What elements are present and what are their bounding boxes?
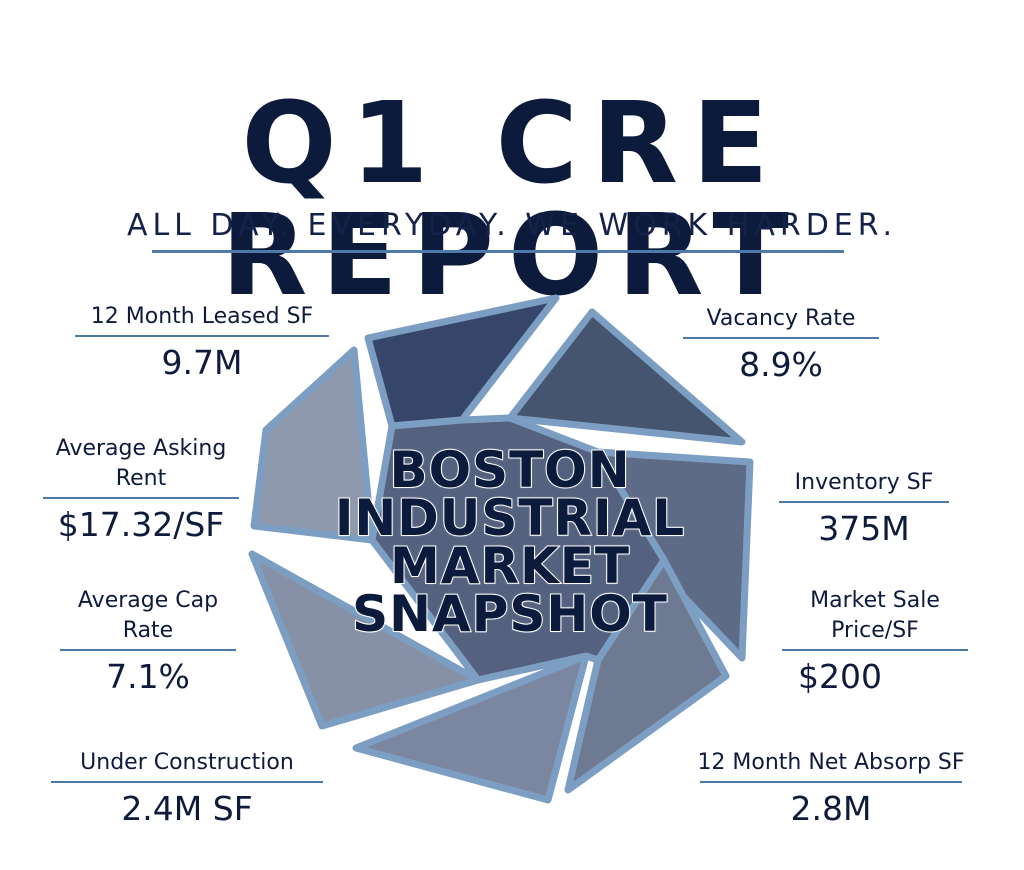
stat-value: 7.1%	[106, 657, 190, 696]
stat-label: Rate	[122, 618, 174, 643]
aperture-blade	[250, 346, 376, 544]
stat-value: 9.7M	[161, 343, 243, 382]
tagline: ALL DAY. EVERYDAY. WE WORK HARDER.	[126, 208, 898, 243]
stat-label: Vacancy Rate	[706, 306, 856, 331]
stat-underline	[700, 781, 962, 783]
stat-underline	[683, 337, 879, 339]
stat-underline	[51, 781, 323, 783]
report-title: Q1 CRE REPORT	[221, 79, 803, 321]
heading-line: INDUSTRIAL	[334, 489, 686, 547]
stat-value: 2.4M SF	[121, 789, 253, 828]
stat-inventory-sf: Inventory SF 375M	[776, 468, 952, 549]
aperture-blade	[506, 308, 746, 446]
stat-label: Rent	[115, 466, 167, 491]
stat-label: Average Cap	[77, 588, 219, 613]
stat-underline	[60, 649, 236, 651]
stat-value: 2.8M	[790, 789, 872, 828]
stat-cap-rate: Average Cap Rate 7.1%	[50, 586, 246, 697]
stat-value: 375M	[818, 509, 910, 548]
stat-underline	[75, 335, 329, 337]
heading-line: BOSTON	[388, 441, 631, 499]
stat-label: Price/SF	[831, 618, 919, 643]
stat-label: Average Asking	[55, 436, 227, 461]
stat-vacancy-rate: Vacancy Rate 8.9%	[680, 304, 882, 385]
stat-label: 12 Month Leased SF	[90, 304, 314, 329]
stat-label: Inventory SF	[794, 470, 934, 495]
aperture-blade	[248, 550, 482, 730]
heading-line: MARKET	[389, 537, 630, 595]
stat-value: $17.32/SF	[57, 505, 225, 544]
heading-line: SNAPSHOT	[351, 585, 668, 643]
stat-label: Market Sale	[810, 588, 940, 613]
aperture-blade	[352, 652, 590, 804]
stat-market-sale-price: Market Sale Price/SF $200	[780, 586, 970, 697]
aperture-blade	[368, 414, 668, 684]
stat-underline	[43, 497, 239, 499]
aperture-blades	[248, 294, 754, 804]
stat-leased-sf: 12 Month Leased SF 9.7M	[66, 302, 338, 383]
tagline-underline	[152, 250, 844, 253]
stat-label: 12 Month Net Absorp SF	[697, 750, 965, 775]
stat-underline	[779, 501, 949, 503]
stat-net-absorption: 12 Month Net Absorp SF 2.8M	[672, 748, 990, 829]
stat-asking-rent: Average Asking Rent $17.32/SF	[30, 434, 252, 545]
stat-label: Under Construction	[80, 750, 294, 775]
stat-under-construction: Under Construction 2.4M SF	[46, 748, 328, 829]
stat-value: 8.9%	[739, 345, 823, 384]
stat-value: $200	[798, 657, 882, 696]
stat-underline	[782, 649, 968, 651]
market-snapshot-heading: BOSTON INDUSTRIAL MARKET SNAPSHOT	[300, 441, 720, 643]
